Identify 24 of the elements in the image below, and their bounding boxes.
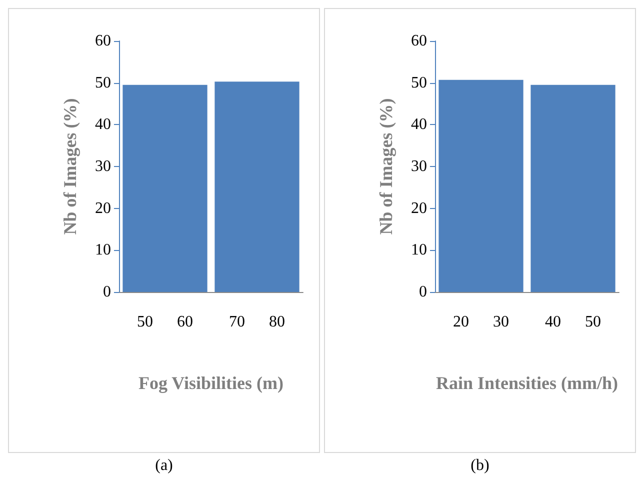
x-tick-label: 40 50 bbox=[545, 314, 601, 330]
x-tick-label: 20 30 bbox=[453, 314, 509, 330]
y-tick-label: 50 bbox=[95, 74, 111, 92]
y-tick-label: 50 bbox=[411, 74, 427, 92]
y-tick-label: 0 bbox=[103, 284, 111, 300]
x-axis-title: Rain Intensities (mm/h) bbox=[436, 373, 618, 393]
text: (b) bbox=[470, 457, 490, 475]
x-tick-label: 50 60 bbox=[137, 314, 193, 330]
y-tick-label: 40 bbox=[411, 116, 427, 134]
y-tick-label: 60 bbox=[411, 32, 427, 50]
x-tick-label: 70 80 bbox=[229, 314, 285, 330]
y-tick-label: 40 bbox=[95, 116, 111, 134]
y-tick-label: 20 bbox=[95, 200, 111, 217]
y-tick-label: 10 bbox=[411, 242, 427, 259]
y-axis-title: Nb of Images (%) bbox=[376, 98, 396, 235]
y-tick-label: 30 bbox=[411, 158, 427, 175]
text: (a) bbox=[155, 457, 173, 475]
x-axis-title: Fog Visibilities (m) bbox=[138, 373, 284, 393]
y-axis-title: Nb of Images (%) bbox=[60, 98, 80, 235]
y-tick-label: 60 bbox=[95, 32, 111, 50]
y-tick-label: 10 bbox=[95, 242, 111, 259]
y-tick-label: 20 bbox=[411, 200, 427, 217]
y-tick-label: 30 bbox=[95, 158, 111, 175]
y-tick-label: 0 bbox=[419, 284, 427, 300]
